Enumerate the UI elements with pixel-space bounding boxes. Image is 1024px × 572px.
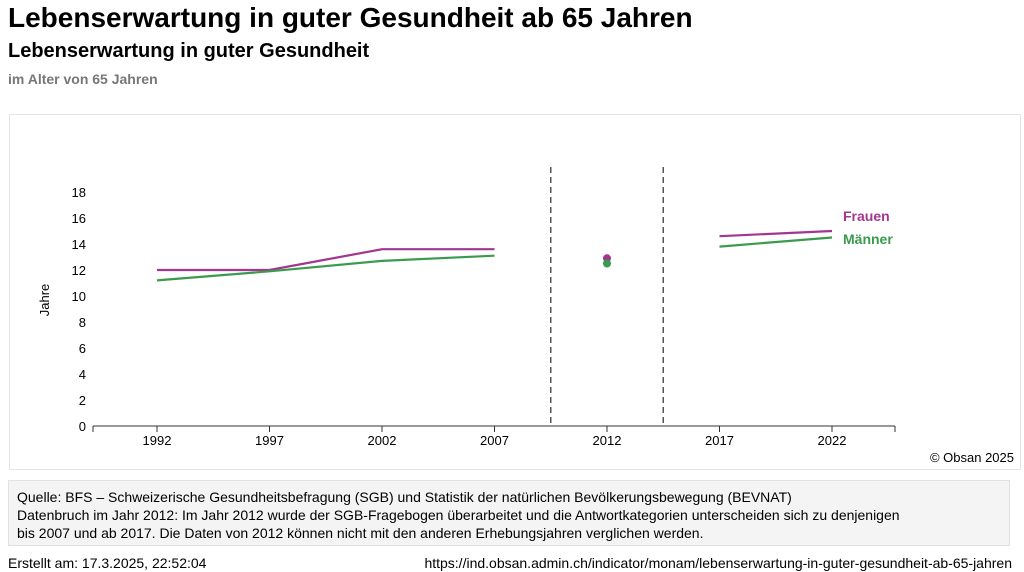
legend-label: Frauen — [843, 208, 890, 224]
note-line: Datenbruch im Jahr 2012: Im Jahr 2012 wu… — [17, 507, 900, 523]
chart-credit: © Obsan 2025 — [930, 450, 1014, 465]
x-tick-label: 2002 — [368, 433, 397, 448]
y-tick-label: 2 — [79, 393, 86, 408]
indicator-url[interactable]: https://ind.obsan.admin.ch/indicator/mon… — [424, 555, 1012, 571]
created-timestamp: Erstellt am: 17.3.2025, 22:52:04 — [8, 555, 207, 571]
source-note: Quelle: BFS – Schweizerische Gesundheits… — [8, 480, 1010, 546]
chart-title: Lebenserwartung in guter Gesundheit — [8, 40, 370, 62]
series-line — [719, 229, 833, 238]
x-tick-label: 1997 — [255, 433, 284, 448]
y-tick-label: 4 — [79, 367, 86, 382]
y-tick-label: 16 — [72, 211, 86, 226]
data-break-lines — [550, 167, 664, 426]
series-line — [156, 254, 495, 282]
page-title: Lebenserwartung in guter Gesundheit ab 6… — [8, 2, 693, 33]
x-tick-label: 1992 — [143, 433, 172, 448]
y-tick-label: 8 — [79, 315, 86, 330]
x-tick-label: 2017 — [705, 433, 734, 448]
x-tick-label: 2012 — [593, 433, 622, 448]
y-tick-label: 18 — [72, 185, 86, 200]
chart-labels: Frauen Männer © Obsan 2025 — [843, 208, 1014, 465]
note-line: bis 2007 und ab 2017. Die Daten von 2012… — [17, 525, 704, 541]
y-tick-label: 10 — [72, 289, 86, 304]
chart-series — [156, 229, 833, 282]
y-tick-label: 14 — [72, 237, 86, 252]
chart-axes: 1992 1997 2002 2007 2012 2017 2022 0 2 4 6 8 10 12 14 1… — [37, 185, 896, 448]
y-tick-label: 6 — [79, 341, 86, 356]
series-line — [157, 248, 495, 272]
x-tick-label: 2022 — [818, 433, 847, 448]
y-tick-label: 0 — [79, 419, 86, 434]
x-tick-label: 2007 — [480, 433, 509, 448]
y-tick-label: 12 — [72, 263, 86, 278]
legend-label: Männer — [843, 231, 893, 247]
chart-subtitle: im Alter von 65 Jahren — [8, 71, 158, 87]
y-axis-label: Jahre — [37, 284, 52, 317]
data-point — [603, 259, 611, 268]
series-line — [719, 236, 833, 248]
chart-container — [9, 114, 1021, 470]
note-line: Quelle: BFS – Schweizerische Gesundheits… — [17, 489, 792, 505]
